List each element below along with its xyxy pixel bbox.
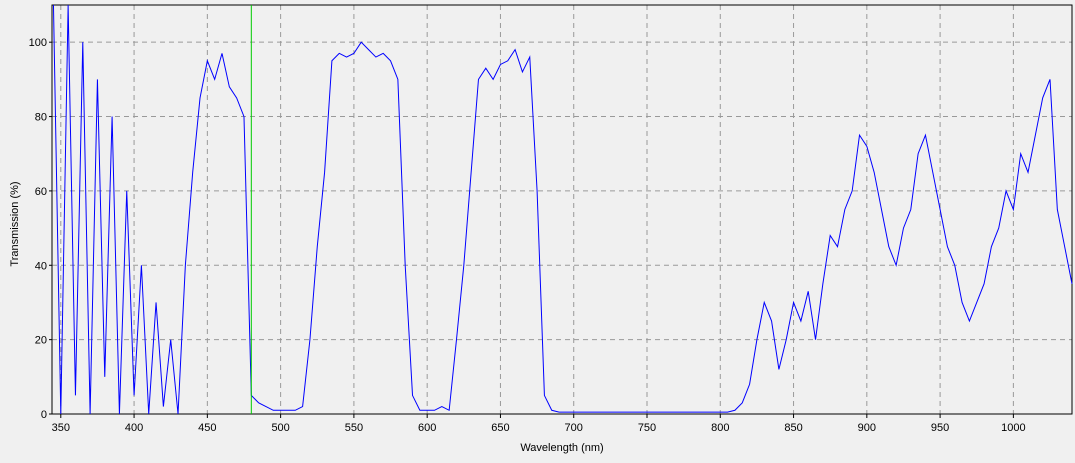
y-tick-label: 20 [35,335,47,347]
x-tick-label: 450 [198,422,216,434]
y-tick-label: 100 [29,37,47,49]
y-tick-label: 0 [41,409,47,421]
x-tick-label: 600 [418,422,436,434]
x-tick-label: 500 [271,422,289,434]
x-tick-label: 350 [52,422,70,434]
x-tick-label: 700 [565,422,583,434]
y-tick-label: 40 [35,260,47,272]
y-axis-label: Transmission (%) [9,181,21,266]
spectrum-line [52,4,1073,415]
x-tick-label: 1000 [1001,422,1025,434]
x-tick-label: 400 [125,422,143,434]
x-tick-label: 650 [491,422,509,434]
x-tick-label: 800 [711,422,729,434]
x-tick-label: 750 [638,422,656,434]
x-tick-label: 850 [784,422,802,434]
x-tick-label: 950 [931,422,949,434]
plot-frame [51,4,1073,415]
y-tick-label: 80 [35,112,47,124]
x-tick-label: 550 [345,422,363,434]
x-tick-label: 900 [858,422,876,434]
x-axis-label: Wavelength (nm) [520,442,603,454]
y-tick-label: 60 [35,186,47,198]
